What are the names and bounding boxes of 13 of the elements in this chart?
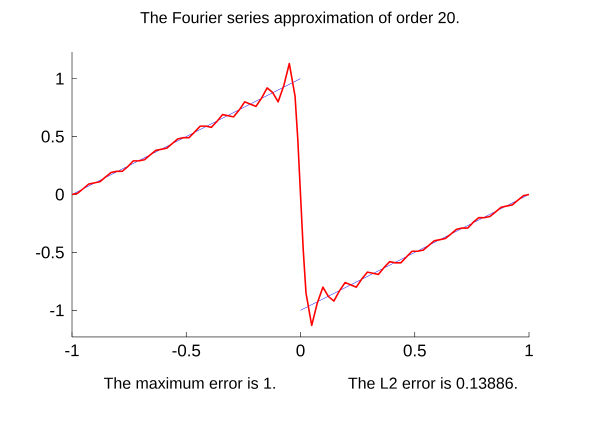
y-tick-label: -1 [50,304,64,316]
y-tick-label: 0 [56,188,64,200]
x-tick-label: 1 [526,344,533,356]
chart-title: The Fourier series approximation of order 20. [140,12,458,26]
y-tick-label: 1 [56,72,64,84]
text: The maximum error is 1. [104,377,275,389]
y-tick-label: 0.5 [42,130,64,143]
y-tick-label: -0.5 [36,246,64,258]
x-tick-label: -1 [65,344,79,356]
x-tick-label: 0.5 [404,344,426,356]
x-tick-label: -0.5 [172,344,200,356]
text: The L2 error is 0.13886. [348,377,517,389]
x-tick-label: 0 [296,344,305,356]
